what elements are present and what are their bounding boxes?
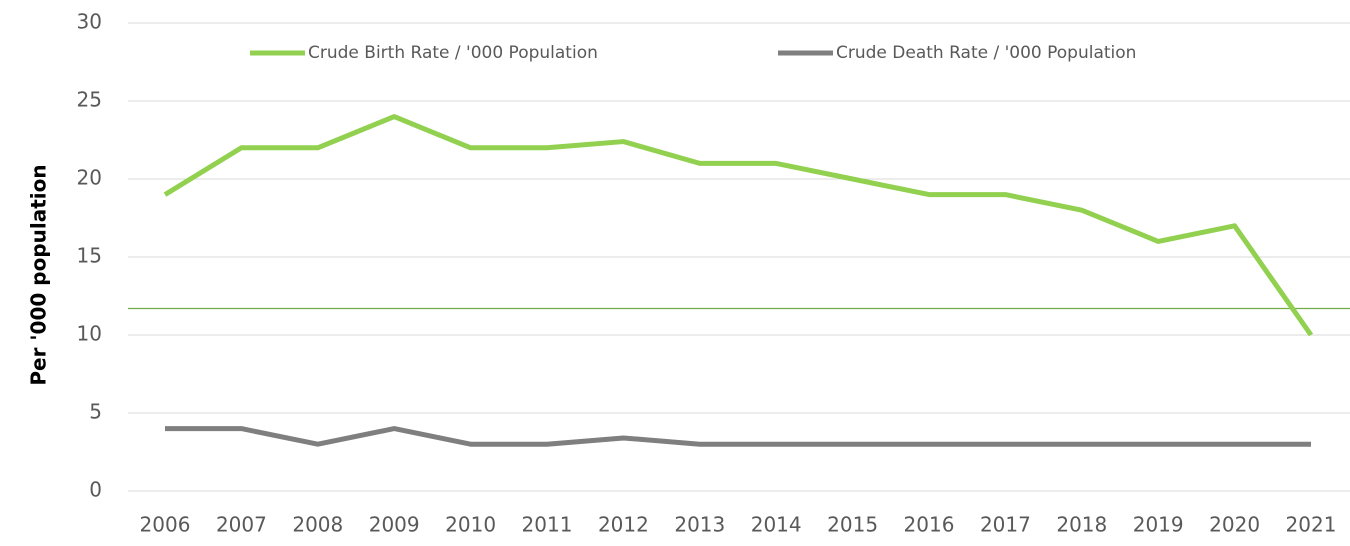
series-line bbox=[165, 117, 1311, 335]
x-tick-label: 2008 bbox=[292, 513, 343, 537]
y-tick-label: 25 bbox=[77, 88, 102, 112]
x-tick-label: 2011 bbox=[522, 513, 573, 537]
x-tick-label: 2007 bbox=[216, 513, 267, 537]
y-tick-label: 20 bbox=[77, 166, 102, 190]
series-line bbox=[165, 429, 1311, 445]
x-tick-label: 2019 bbox=[1133, 513, 1184, 537]
y-tick-label: 10 bbox=[77, 322, 102, 346]
x-tick-label: 2009 bbox=[369, 513, 420, 537]
y-tick-label: 15 bbox=[77, 244, 102, 268]
y-tick-label: 30 bbox=[77, 10, 102, 34]
x-tick-label: 2018 bbox=[1056, 513, 1107, 537]
x-tick-label: 2006 bbox=[140, 513, 191, 537]
y-axis-label: Per '000 population bbox=[27, 164, 51, 385]
x-tick-label: 2021 bbox=[1286, 513, 1337, 537]
legend-label: Crude Death Rate / '000 Population bbox=[836, 43, 1136, 63]
chart: Per '000 population 0 5 10 15 20 25 30 2006 2007… bbox=[0, 0, 1350, 546]
x-tick-label: 2014 bbox=[751, 513, 802, 537]
x-tick-label: 2017 bbox=[980, 513, 1031, 537]
x-tick-label: 2020 bbox=[1209, 513, 1260, 537]
y-tick-label: 0 bbox=[89, 478, 102, 502]
x-tick-label: 2016 bbox=[904, 513, 955, 537]
x-tick-label: 2013 bbox=[674, 513, 725, 537]
x-tick-label: 2015 bbox=[827, 513, 878, 537]
y-tick-label: 5 bbox=[89, 400, 102, 424]
legend-label: Crude Birth Rate / '000 Population bbox=[308, 43, 598, 63]
x-tick-label: 2012 bbox=[598, 513, 649, 537]
x-tick-label: 2010 bbox=[445, 513, 496, 537]
